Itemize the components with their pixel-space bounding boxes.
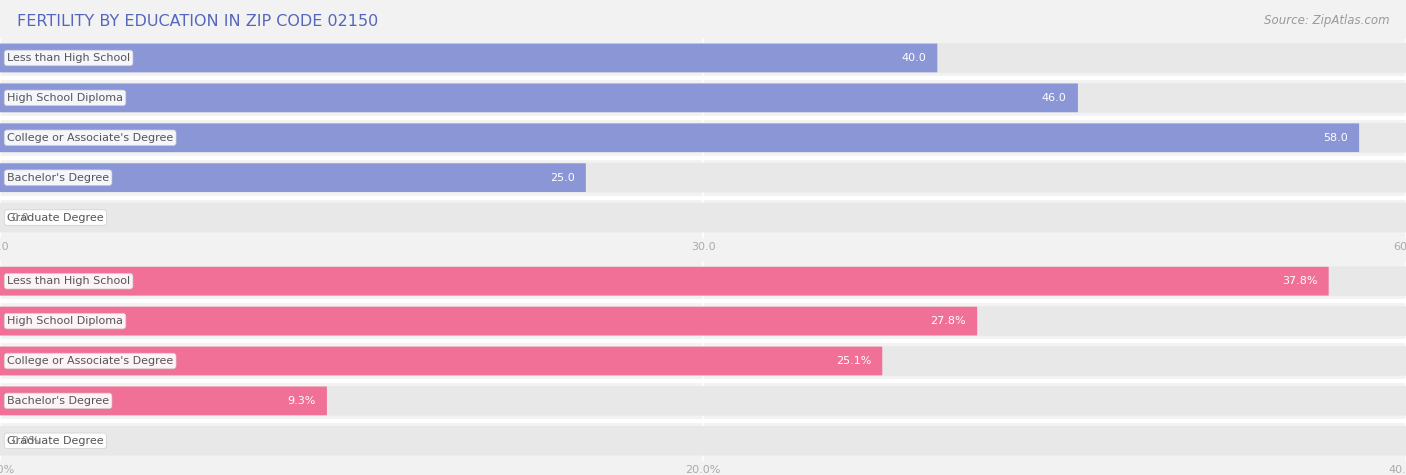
- Text: 37.8%: 37.8%: [1282, 276, 1317, 286]
- Text: 25.0: 25.0: [550, 172, 575, 183]
- FancyBboxPatch shape: [0, 386, 1406, 416]
- Text: High School Diploma: High School Diploma: [7, 93, 124, 103]
- Text: 25.1%: 25.1%: [835, 356, 872, 366]
- Text: High School Diploma: High School Diploma: [7, 316, 124, 326]
- FancyBboxPatch shape: [0, 306, 1406, 336]
- FancyBboxPatch shape: [0, 267, 1329, 295]
- Text: 40.0: 40.0: [901, 53, 927, 63]
- Text: Less than High School: Less than High School: [7, 53, 131, 63]
- FancyBboxPatch shape: [0, 163, 1406, 192]
- FancyBboxPatch shape: [0, 346, 1406, 376]
- Text: Less than High School: Less than High School: [7, 276, 131, 286]
- FancyBboxPatch shape: [0, 307, 977, 335]
- Text: Source: ZipAtlas.com: Source: ZipAtlas.com: [1264, 14, 1389, 27]
- FancyBboxPatch shape: [0, 387, 328, 415]
- FancyBboxPatch shape: [0, 83, 1406, 113]
- Text: FERTILITY BY EDUCATION IN ZIP CODE 02150: FERTILITY BY EDUCATION IN ZIP CODE 02150: [17, 14, 378, 29]
- Text: Bachelor's Degree: Bachelor's Degree: [7, 396, 110, 406]
- Text: 0.0%: 0.0%: [11, 436, 39, 446]
- FancyBboxPatch shape: [0, 43, 1406, 73]
- Text: College or Associate's Degree: College or Associate's Degree: [7, 133, 173, 143]
- Text: Bachelor's Degree: Bachelor's Degree: [7, 172, 110, 183]
- FancyBboxPatch shape: [0, 84, 1078, 112]
- FancyBboxPatch shape: [0, 123, 1406, 152]
- Text: 9.3%: 9.3%: [287, 396, 315, 406]
- Text: Graduate Degree: Graduate Degree: [7, 436, 104, 446]
- FancyBboxPatch shape: [0, 44, 938, 72]
- Text: 58.0: 58.0: [1323, 133, 1348, 143]
- FancyBboxPatch shape: [0, 163, 586, 192]
- FancyBboxPatch shape: [0, 426, 1406, 456]
- FancyBboxPatch shape: [0, 124, 1360, 152]
- Text: College or Associate's Degree: College or Associate's Degree: [7, 356, 173, 366]
- FancyBboxPatch shape: [0, 266, 1406, 296]
- Text: 0.0: 0.0: [11, 212, 30, 223]
- Text: Graduate Degree: Graduate Degree: [7, 212, 104, 223]
- FancyBboxPatch shape: [0, 347, 883, 375]
- FancyBboxPatch shape: [0, 203, 1406, 232]
- Text: 46.0: 46.0: [1042, 93, 1067, 103]
- Text: 27.8%: 27.8%: [931, 316, 966, 326]
